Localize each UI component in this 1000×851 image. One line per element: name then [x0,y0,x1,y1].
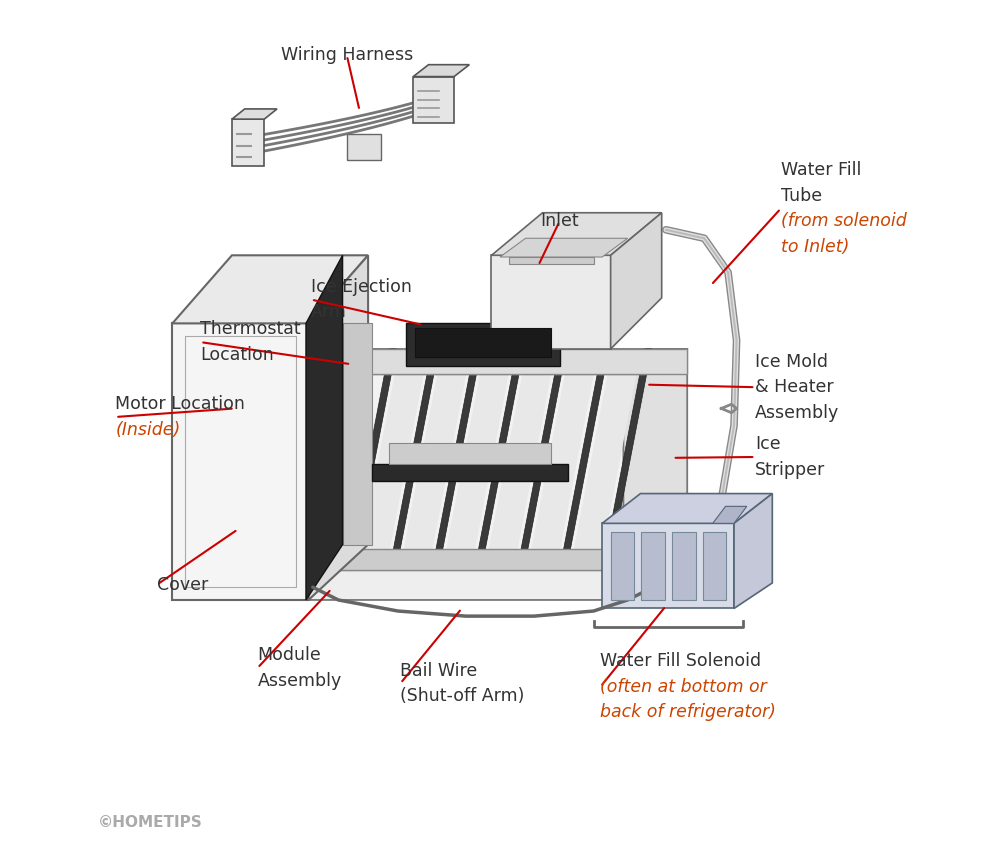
Text: Wiring Harness: Wiring Harness [281,46,413,65]
Polygon shape [347,349,396,570]
Polygon shape [357,349,429,570]
Polygon shape [602,349,651,570]
Polygon shape [389,443,551,464]
Polygon shape [415,328,551,357]
Polygon shape [432,349,481,570]
Text: back of refrigerator): back of refrigerator) [600,703,776,722]
Polygon shape [602,523,734,608]
Polygon shape [517,349,566,570]
Polygon shape [413,65,469,77]
Polygon shape [304,549,645,570]
Polygon shape [304,349,645,374]
Polygon shape [283,570,645,600]
Text: Inlet: Inlet [540,212,579,231]
Text: Water Fill: Water Fill [781,161,861,180]
Polygon shape [713,506,747,523]
Polygon shape [413,77,454,123]
Text: (from solenoid: (from solenoid [781,212,907,231]
Polygon shape [172,323,309,600]
Polygon shape [623,349,687,600]
Polygon shape [500,238,628,257]
Text: Module: Module [257,646,321,665]
Polygon shape [474,349,524,570]
Polygon shape [347,134,381,160]
Polygon shape [491,213,662,255]
Polygon shape [527,349,599,570]
Polygon shape [570,349,641,570]
Polygon shape [343,323,372,545]
Polygon shape [172,255,368,323]
Polygon shape [306,255,343,600]
Text: Arm: Arm [311,303,347,322]
Text: ©HOMETIPS: ©HOMETIPS [98,814,203,830]
Polygon shape [406,323,560,366]
Polygon shape [602,494,772,523]
Polygon shape [442,349,514,570]
Text: Ice Mold: Ice Mold [755,352,828,371]
Polygon shape [703,532,726,600]
Polygon shape [309,255,368,600]
Polygon shape [641,532,665,600]
Text: & Heater: & Heater [755,378,834,397]
Text: Assembly: Assembly [755,403,840,422]
Polygon shape [389,349,439,570]
Polygon shape [232,119,264,166]
Text: Cover: Cover [157,575,208,594]
Polygon shape [485,349,556,570]
Text: (Shut-off Arm): (Shut-off Arm) [400,687,525,705]
Polygon shape [672,532,696,600]
Text: Ice: Ice [755,435,781,454]
Text: Water Fill Solenoid: Water Fill Solenoid [600,652,762,671]
Text: Bail Wire: Bail Wire [400,661,478,680]
Text: Thermostat: Thermostat [200,320,301,339]
Polygon shape [491,255,611,349]
Text: Location: Location [200,346,274,364]
Polygon shape [400,349,471,570]
Text: Ice Ejection: Ice Ejection [311,277,412,296]
Polygon shape [304,349,687,570]
Text: (often at bottom or: (often at bottom or [600,677,767,696]
Text: Motor Location: Motor Location [115,395,245,414]
Text: to Inlet): to Inlet) [781,237,849,256]
Polygon shape [509,257,594,264]
Polygon shape [560,349,609,570]
Text: Assembly: Assembly [257,671,342,690]
Polygon shape [232,109,277,119]
Polygon shape [372,464,568,481]
Polygon shape [611,532,634,600]
Polygon shape [734,494,772,608]
Text: Stripper: Stripper [755,460,826,479]
Polygon shape [347,349,687,374]
Text: (Inside): (Inside) [115,420,181,439]
Polygon shape [611,213,662,349]
Text: Tube: Tube [781,186,822,205]
